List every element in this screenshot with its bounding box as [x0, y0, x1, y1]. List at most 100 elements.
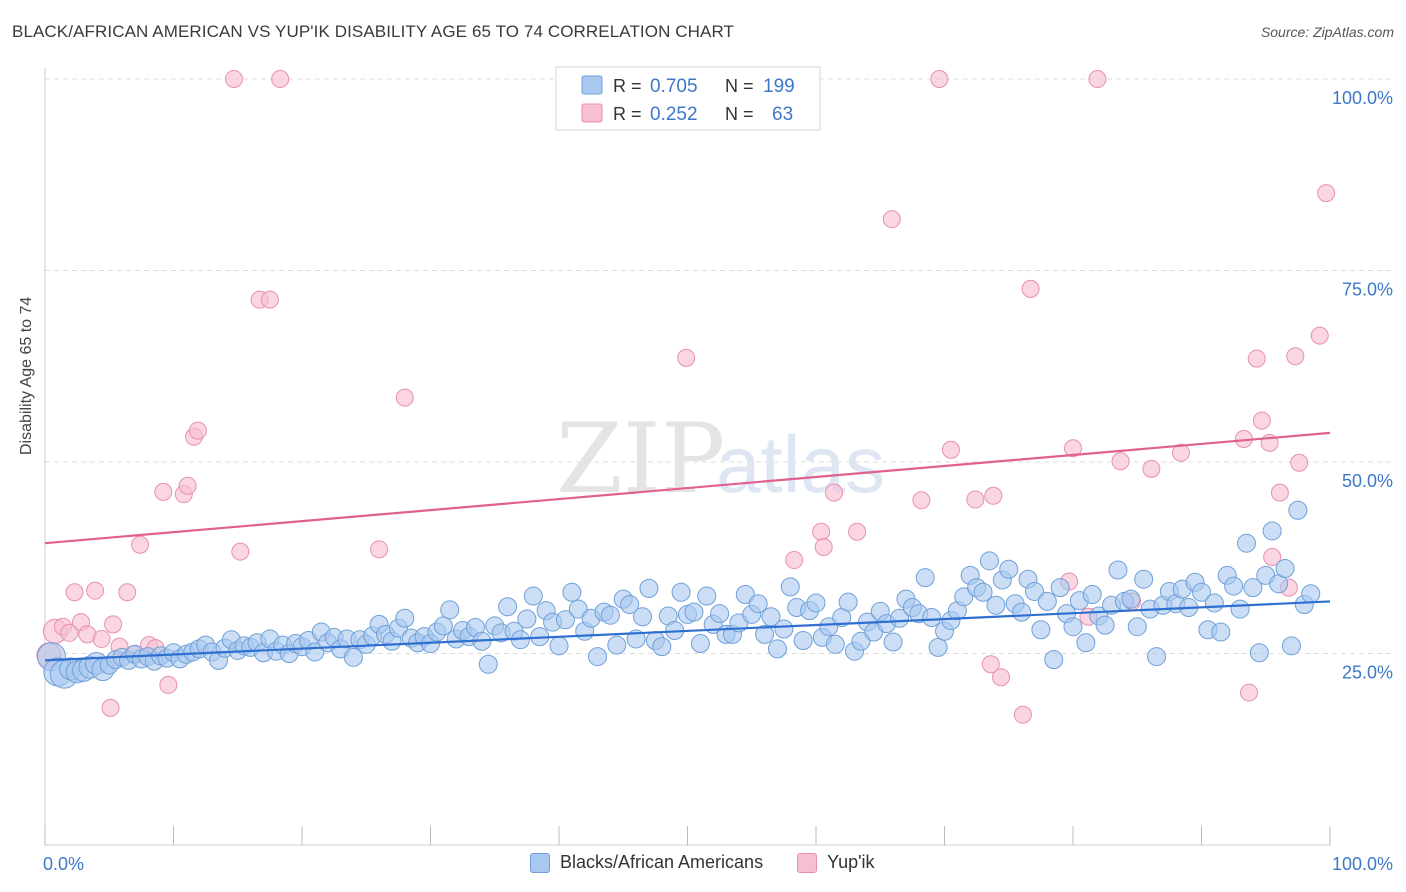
yupik-point-33 — [814, 538, 833, 557]
blacks-point-170 — [1134, 569, 1154, 589]
blacks-point-82 — [568, 599, 588, 619]
blacks-point-117 — [793, 630, 813, 650]
blacks-point-182 — [1211, 622, 1231, 642]
legend-n-label-2: N = — [725, 104, 754, 124]
blacks-point-111 — [755, 624, 775, 644]
yupik-point-57 — [1252, 411, 1271, 430]
axes — [44, 68, 1331, 846]
blacks-point-138 — [928, 637, 948, 657]
blacks-point-112 — [761, 607, 781, 627]
blacks-point-196 — [1301, 584, 1321, 604]
yupik-point-20 — [178, 476, 197, 495]
trend-lines — [44, 431, 1331, 662]
blacks-point-62 — [440, 600, 460, 620]
blacks-point-88 — [607, 635, 627, 655]
legend-r-value-2: 0.252 — [650, 104, 698, 125]
blacks-point-119 — [806, 593, 826, 613]
yupik-point-49 — [1088, 70, 1107, 88]
blacks-point-193 — [1281, 636, 1301, 656]
legend-r-value-1: 0.705 — [650, 76, 698, 97]
tick-labels: 25.0% 50.0% 75.0% 100.0% 0.0% 100.0% — [43, 88, 1393, 874]
yupik-point-65 — [1317, 184, 1336, 203]
blacks-point-61 — [433, 616, 453, 636]
blacks-point-164 — [1095, 615, 1115, 635]
blacks-point-166 — [1108, 560, 1128, 580]
yupik-point-37 — [912, 491, 931, 510]
legend-r-label-1: R = — [613, 76, 642, 96]
legend-item-blacks: Blacks/African Americans — [530, 852, 763, 873]
yupik-point-24 — [231, 542, 250, 561]
blacks-point-108 — [735, 585, 755, 605]
blacks-point-79 — [549, 636, 569, 656]
blacks-point-151 — [1012, 602, 1032, 622]
blacks-point-114 — [774, 619, 794, 639]
blacks-point-137 — [922, 607, 942, 627]
yupik-point-3 — [60, 623, 79, 642]
black-african-american-points — [36, 500, 1321, 689]
blacks-point-190 — [1262, 521, 1282, 541]
blacks-point-136 — [915, 568, 935, 588]
yupik-point-36 — [882, 210, 901, 229]
yupik-point-8 — [92, 629, 111, 648]
legend-label-blacks: Blacks/African Americans — [560, 852, 764, 872]
blacks-point-162 — [1082, 585, 1102, 605]
blacks-point-159 — [1063, 617, 1083, 637]
legend-bottom: Blacks/African Americans Yup'ik — [530, 852, 909, 873]
blacks-point-113 — [767, 639, 787, 659]
blacks-point-155 — [1037, 591, 1057, 611]
yupik-point-34 — [824, 483, 843, 502]
legend-n-value-1: 199 — [763, 76, 795, 97]
y-tick-label-3: 100.0% — [1332, 88, 1393, 108]
yupik-point-55 — [1240, 683, 1259, 702]
yupik-point-42 — [981, 655, 1000, 674]
blacks-point-192 — [1275, 558, 1295, 578]
legend-label-yupik: Yup'ik — [827, 852, 875, 872]
yupik-point-40 — [966, 490, 985, 509]
blacks-point-188 — [1249, 643, 1269, 663]
y-tick-label-0: 25.0% — [1342, 663, 1393, 683]
blacks-point-90 — [620, 594, 640, 614]
blacks-point-93 — [639, 578, 659, 598]
chart-title: BLACK/AFRICAN AMERICAN VS YUP'IK DISABIL… — [12, 22, 735, 41]
legend-swatch-yupik — [797, 852, 818, 873]
blacks-point-115 — [780, 577, 800, 597]
blacks-point-187 — [1243, 578, 1263, 598]
blacks-point-168 — [1121, 589, 1141, 609]
yupik-point-35 — [848, 522, 867, 541]
blacks-point-80 — [555, 610, 575, 630]
blacks-point-101 — [690, 634, 710, 654]
blacks-point-124 — [838, 592, 858, 612]
y-tick-label-2: 75.0% — [1342, 280, 1393, 300]
yupik-point-28 — [370, 540, 389, 559]
blacks-point-85 — [588, 647, 608, 667]
blacks-point-153 — [1024, 581, 1044, 601]
blacks-point-100 — [684, 602, 704, 622]
x-tick-label-1: 100.0% — [1332, 854, 1393, 874]
yupik-point-43 — [992, 668, 1011, 687]
yupik-point-12 — [118, 583, 137, 602]
blacks-point-121 — [819, 617, 839, 637]
blacks-point-122 — [825, 634, 845, 654]
yupik-point-22 — [188, 421, 207, 440]
blacks-point-146 — [979, 551, 999, 571]
legend-swatch-blacks — [530, 852, 550, 873]
yupik-point-17 — [154, 482, 173, 501]
blacks-point-142 — [954, 587, 974, 607]
blacks-point-87 — [600, 605, 620, 625]
watermark-atlas: atlas — [716, 420, 885, 509]
blacks-trend-line — [44, 600, 1331, 662]
blacks-point-74 — [517, 609, 537, 629]
yupik-point-62 — [1286, 347, 1305, 366]
yupik-point-47 — [1064, 439, 1082, 458]
yupik-point-38 — [930, 70, 949, 88]
x-tick-label-0: 0.0% — [43, 854, 84, 874]
yupik-point-50 — [1111, 452, 1130, 471]
yupik-point-27 — [271, 70, 290, 88]
yupik-point-23 — [224, 70, 243, 88]
blacks-point-95 — [652, 637, 672, 657]
blacks-point-81 — [562, 582, 582, 602]
blacks-point-47 — [343, 647, 363, 667]
legend-top: R = 0.705 N = 199 R = 0.252 N = 63 — [555, 66, 821, 131]
legend-swatch-pink — [581, 103, 603, 123]
yupik-point-10 — [104, 615, 123, 634]
